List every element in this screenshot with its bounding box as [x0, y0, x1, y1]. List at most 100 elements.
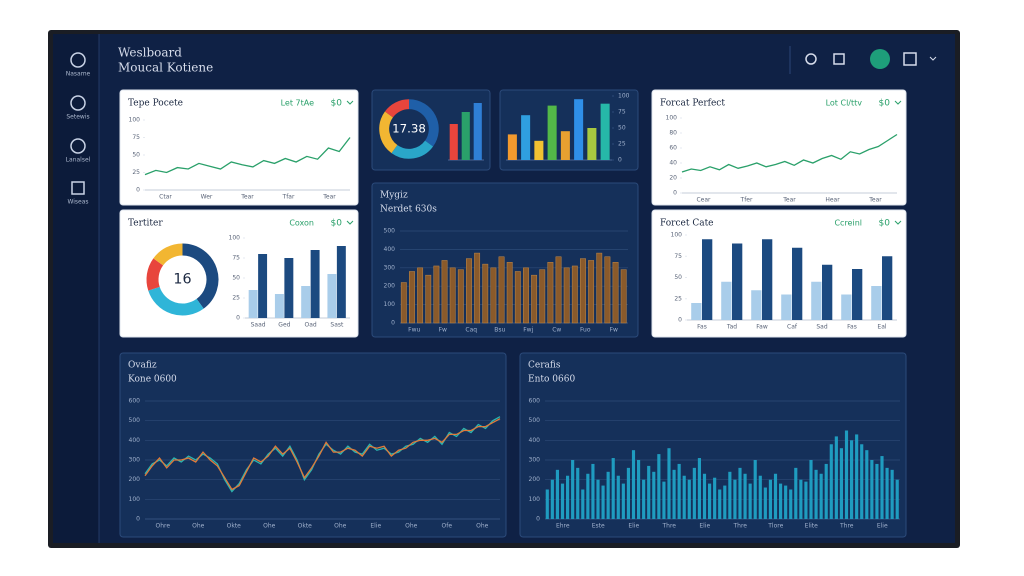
bar: [849, 440, 854, 519]
y-tick-label: 40: [669, 160, 677, 167]
bar: [799, 479, 803, 519]
bar: [560, 131, 570, 160]
panel-subtitle: Kone 0600: [128, 375, 177, 385]
bar: [852, 269, 863, 320]
x-tick-label: Eal: [877, 324, 886, 331]
y-tick-label: 200: [529, 476, 541, 483]
panel-value: $0: [331, 99, 343, 109]
menu-caret[interactable]: [929, 56, 937, 61]
bar: [870, 460, 874, 519]
x-tick-label: Ohe: [405, 523, 418, 530]
nav-label[interactable]: Lanalsel: [66, 157, 91, 164]
bar: [571, 460, 575, 519]
notification-icon[interactable]: [833, 53, 845, 65]
panel-value: $0: [879, 99, 891, 109]
bar: [692, 467, 696, 519]
panel: 17.38: [371, 89, 491, 171]
bar: [596, 252, 603, 324]
donut-center-label: 16: [173, 272, 191, 288]
nav-label[interactable]: Setewis: [66, 114, 89, 121]
x-tick-label: Caf: [787, 324, 798, 331]
bar: [890, 469, 894, 519]
bar: [652, 471, 656, 519]
bar: [473, 103, 482, 160]
bar: [587, 128, 597, 160]
nav-icon[interactable]: [70, 52, 86, 68]
donut-segment: [182, 243, 219, 309]
sidebar: [53, 34, 99, 543]
bar: [301, 286, 311, 318]
bar: [248, 290, 258, 318]
x-tick-label: Oad: [305, 322, 317, 329]
nav-label[interactable]: Wiseas: [67, 199, 88, 206]
bar: [441, 260, 448, 324]
bar: [855, 434, 859, 519]
bar: [611, 458, 615, 519]
nav-icon[interactable]: [70, 138, 86, 154]
bar: [794, 467, 798, 519]
bar: [773, 473, 778, 519]
y-tick-label: 200: [384, 283, 396, 290]
bar: [506, 262, 513, 324]
bar: [875, 463, 879, 519]
bar: [620, 269, 627, 324]
x-tick-label: Elie: [628, 523, 639, 530]
x-tick-label: Tfar: [282, 194, 295, 201]
y-tick-label: 500: [529, 417, 541, 424]
y-tick-label: 0: [136, 516, 140, 523]
y-tick-label: 600: [129, 398, 141, 405]
bar: [409, 271, 415, 324]
sidebar-icons: [70, 52, 86, 195]
bar: [521, 115, 531, 160]
bar: [425, 274, 432, 324]
y-tick-label: 100: [671, 232, 683, 239]
settings-icon[interactable]: [903, 52, 917, 66]
bar: [743, 473, 747, 519]
panel-title: Cerafis: [528, 361, 561, 371]
bar: [461, 112, 470, 160]
y-tick-label: 25: [674, 295, 682, 302]
bar: [604, 256, 611, 324]
y-tick-label: 0: [673, 190, 677, 197]
panel-filter: Lot Cl/ttv: [826, 99, 863, 108]
nav-label[interactable]: Nasame: [66, 71, 91, 78]
bar: [763, 487, 767, 519]
x-tick-label: Fas: [847, 324, 857, 331]
bar: [612, 262, 619, 324]
chart: 0 100 200 300 400 500 600 Ohre Ohe Okte Ohe Okte Ohe…: [129, 398, 501, 530]
bar: [687, 479, 691, 519]
panel-title: Tertiter: [128, 219, 163, 229]
nav-icon[interactable]: [70, 95, 86, 111]
bar: [626, 467, 631, 519]
x-tick-label: Tlore: [767, 523, 783, 530]
filter-caret: [346, 100, 354, 105]
y-tick-label: 100: [529, 496, 541, 503]
bar: [482, 263, 489, 324]
line-series: [144, 418, 501, 491]
bar: [636, 460, 641, 519]
bar: [616, 475, 620, 519]
x-tick-label: Okte: [227, 523, 242, 530]
panel: Tepe Pocete $0 Let 7tAe 0 25 50 75 100 Ctar Wer Te…: [119, 89, 359, 206]
bar: [762, 239, 773, 320]
chart: 0 20 40 60 80 100 Cear Tfer Tear Hear Tear: [666, 115, 898, 204]
x-tick-label: Elie: [877, 523, 888, 530]
y-tick-label: 100: [229, 235, 241, 242]
x-tick-label: Faw: [756, 324, 768, 331]
bar: [563, 267, 570, 324]
bar: [677, 463, 681, 519]
search-icon[interactable]: [805, 53, 817, 65]
panel-title: Ovafiz: [128, 361, 157, 371]
x-tick-label: Elie: [370, 523, 381, 530]
nav-icon[interactable]: [71, 181, 85, 195]
x-tick-label: Ohe: [334, 523, 347, 530]
x-tick-label: Saad: [251, 322, 266, 329]
panel-value: $0: [879, 219, 891, 229]
avatar[interactable]: [870, 49, 890, 69]
filter-caret: [346, 220, 354, 225]
x-tick-label: Cear: [696, 197, 711, 204]
bar: [621, 483, 625, 519]
bar: [336, 246, 346, 318]
bar: [523, 267, 529, 324]
x-tick-label: Okte: [298, 523, 313, 530]
